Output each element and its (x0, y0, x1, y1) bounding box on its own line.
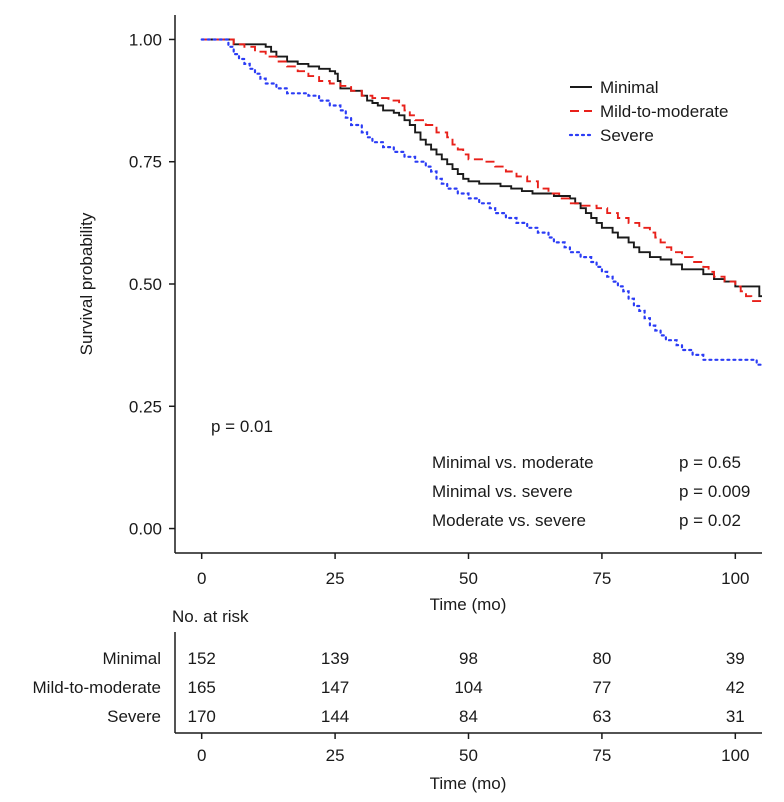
risk-count: 84 (459, 707, 478, 726)
y-tick-label: 0.50 (129, 275, 162, 294)
risk-count: 152 (187, 649, 215, 668)
y-tick-label: 0.25 (129, 397, 162, 416)
risk-count: 147 (321, 678, 349, 697)
y-axis-title: Survival probability (77, 212, 96, 355)
y-ticks: 0.00 0.25 0.50 0.75 1.00 (129, 30, 175, 539)
risk-x-tick-label: 50 (459, 746, 478, 765)
risk-count: 139 (321, 649, 349, 668)
risk-count: 77 (592, 678, 611, 697)
risk-row-label: Mild-to-moderate (33, 678, 162, 697)
x-tick-label: 100 (721, 569, 749, 588)
risk-count: 98 (459, 649, 478, 668)
x-tick-label: 50 (459, 569, 478, 588)
risk-count: 63 (592, 707, 611, 726)
legend-label: Minimal (600, 78, 659, 97)
risk-x-tick-label: 0 (197, 746, 206, 765)
comparison-label: Minimal vs. severe (432, 482, 573, 501)
risk-count: 80 (592, 649, 611, 668)
series-line-severe (200, 38, 764, 366)
risk-row-label: Minimal (102, 649, 161, 668)
risk-count: 104 (454, 678, 482, 697)
risk-x-axis-title: Time (mo) (430, 774, 507, 793)
risk-table: No. at risk Minimal 152 139 98 80 39 Mild-to-m… (33, 607, 762, 793)
comparison-p-value: p = 0.65 (679, 453, 741, 472)
risk-count: 39 (726, 649, 745, 668)
overall-p-value: p = 0.01 (211, 417, 273, 436)
comparison-p-value: p = 0.009 (679, 482, 750, 501)
comparison-label: Moderate vs. severe (432, 511, 586, 530)
risk-count: 42 (726, 678, 745, 697)
x-tick-label: 75 (592, 569, 611, 588)
risk-row-label: Severe (107, 707, 161, 726)
risk-x-tick-label: 100 (721, 746, 749, 765)
risk-count: 170 (187, 707, 215, 726)
legend-label: Mild-to-moderate (600, 102, 729, 121)
risk-count: 144 (321, 707, 349, 726)
x-ticks: 0 25 50 75 100 (197, 553, 750, 588)
x-tick-label: 25 (326, 569, 345, 588)
main-plot: 0.00 0.25 0.50 0.75 1.00 0 25 50 75 100 Survival… (77, 15, 764, 614)
y-tick-label: 0.75 (129, 153, 162, 172)
y-tick-label: 1.00 (129, 30, 162, 49)
risk-table-title: No. at risk (172, 607, 249, 626)
x-tick-label: 0 (197, 569, 206, 588)
legend: Minimal Mild-to-moderate Severe (568, 78, 729, 145)
legend-label: Severe (600, 126, 654, 145)
risk-rows: Minimal 152 139 98 80 39 Mild-to-moderate 165 14… (33, 649, 745, 726)
risk-count: 165 (187, 678, 215, 697)
series-layer (200, 38, 764, 366)
risk-count: 31 (726, 707, 745, 726)
risk-x-ticks: 0 25 50 75 100 (197, 733, 750, 765)
y-tick-label: 0.00 (129, 520, 162, 539)
x-axis-title: Time (mo) (430, 595, 507, 614)
pairwise-comparisons: Minimal vs. moderate p = 0.65 Minimal vs. … (432, 453, 750, 530)
risk-x-tick-label: 25 (326, 746, 345, 765)
risk-x-tick-label: 75 (592, 746, 611, 765)
series-line-mild-to-moderate (201, 38, 762, 303)
series-line-minimal (201, 38, 762, 298)
comparison-label: Minimal vs. moderate (432, 453, 594, 472)
comparison-p-value: p = 0.02 (679, 511, 741, 530)
